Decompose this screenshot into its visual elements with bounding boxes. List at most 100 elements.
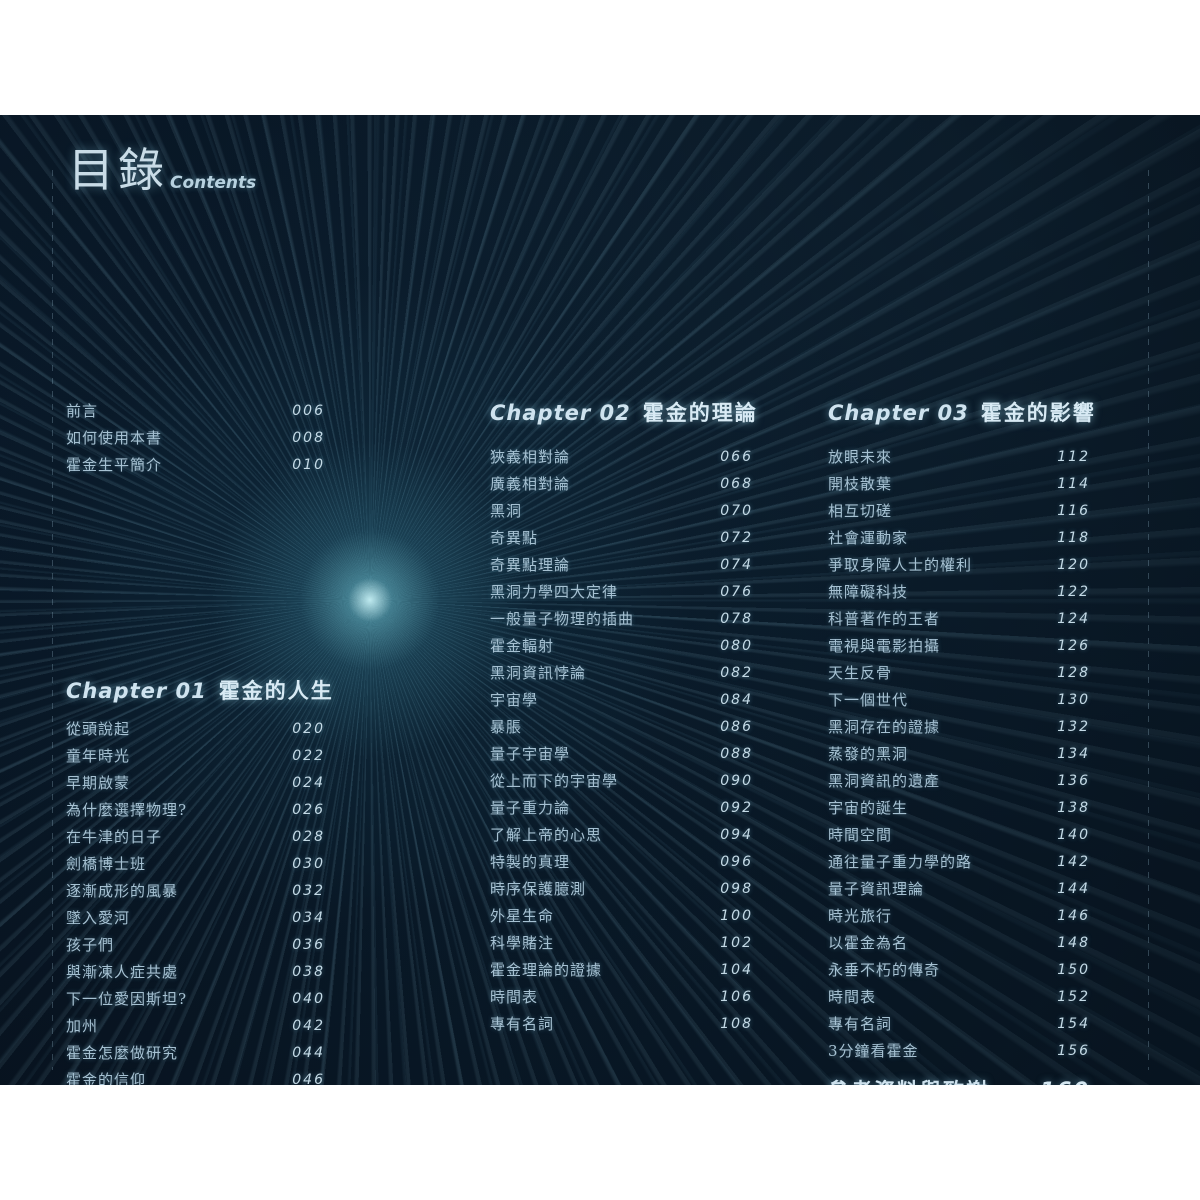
toc-item-title: 前言	[66, 402, 99, 420]
toc-item-title: 黑洞資訊的遺產	[828, 772, 941, 790]
toc-item-title: 下一位愛因斯坦?	[66, 990, 188, 1008]
toc-item-page-number: 078	[720, 610, 753, 627]
toc-item: 宇宙的誕生 138	[828, 794, 1090, 821]
toc-item-title: 霍金的信仰	[66, 1071, 147, 1085]
chapter-3-label-en: Chapter 03	[828, 401, 969, 425]
toc-item-title: 加州	[66, 1017, 99, 1035]
toc-item-page-number: 006	[292, 402, 325, 419]
toc-item: 量子資訊理論 144	[828, 875, 1090, 902]
toc-item: 專有名詞 108	[490, 1010, 753, 1037]
toc-item: 科學賭注 102	[490, 929, 753, 956]
front-matter-list: 前言 006 如何使用本書 008 霍金生平簡介 010	[66, 397, 325, 478]
toc-item-page-number: 076	[720, 583, 753, 600]
toc-item-page-number: 118	[1057, 529, 1090, 546]
toc-item-page-number: 090	[720, 772, 753, 789]
toc-item-title: 奇異點理論	[490, 556, 571, 574]
toc-item-title: 一般量子物理的插曲	[490, 610, 635, 628]
left-crop-mark	[52, 170, 53, 1070]
toc-item: 暴脹 086	[490, 713, 753, 740]
toc-item: 狹義相對論 066	[490, 443, 753, 470]
toc-item: 從頭說起 020	[66, 715, 325, 742]
toc-item-title: 專有名詞	[490, 1015, 555, 1033]
toc-item-page-number: 086	[720, 718, 753, 735]
toc-item: 無障礙科技 122	[828, 578, 1090, 605]
toc-item-page-number: 102	[720, 934, 753, 951]
toc-item: 早期啟蒙 024	[66, 769, 325, 796]
toc-item: 霍金生平簡介 010	[66, 451, 325, 478]
toc-item: 電視與電影拍攝 126	[828, 632, 1090, 659]
toc-item-title: 永垂不朽的傳奇	[828, 961, 941, 979]
right-crop-mark	[1148, 170, 1149, 1070]
page-title-cjk: 目錄	[68, 143, 168, 197]
toc-item-title: 霍金輻射	[490, 637, 555, 655]
toc-item-page-number: 080	[720, 637, 753, 654]
toc-item-page-number: 026	[292, 801, 325, 818]
toc-item-title: 量子資訊理論	[828, 880, 925, 898]
toc-item-page-number: 040	[292, 990, 325, 1007]
toc-item-page-number: 154	[1057, 1015, 1090, 1032]
toc-item: 放眼未來 112	[828, 443, 1090, 470]
toc-item: 墜入愛河 034	[66, 904, 325, 931]
toc-item-title: 孩子們	[66, 936, 115, 954]
toc-item-page-number: 144	[1057, 880, 1090, 897]
toc-item-page-number: 122	[1057, 583, 1090, 600]
toc-item-page-number: 138	[1057, 799, 1090, 816]
toc-item-page-number: 134	[1057, 745, 1090, 762]
toc-item-title: 黑洞力學四大定律	[490, 583, 619, 601]
toc-item-title: 3分鐘看霍金	[828, 1042, 919, 1060]
toc-item-page-number: 106	[720, 988, 753, 1005]
chapter-1-list: 從頭說起 020 童年時光 022 早期啟蒙 024 為什麼選擇物理? 026 在牛津的日子 02…	[66, 715, 325, 1085]
toc-item: 與漸凍人症共處 038	[66, 958, 325, 985]
toc-item-title: 了解上帝的心思	[490, 826, 603, 844]
toc-item-title: 開枝散葉	[828, 475, 893, 493]
toc-item-title: 以霍金為名	[828, 934, 909, 952]
toc-item: 孩子們 036	[66, 931, 325, 958]
toc-item: 下一位愛因斯坦? 040	[66, 985, 325, 1012]
toc-item-title: 霍金生平簡介	[66, 456, 163, 474]
toc-item-page-number: 036	[292, 936, 325, 953]
toc-item-title: 相互切磋	[828, 502, 893, 520]
toc-item-page-number: 022	[292, 747, 325, 764]
toc-item-title: 科學賭注	[490, 934, 555, 952]
toc-item-title: 狹義相對論	[490, 448, 571, 466]
toc-item-title: 黑洞	[490, 502, 523, 520]
toc-item: 時間表 152	[828, 983, 1090, 1010]
toc-item: 霍金理論的證據 104	[490, 956, 753, 983]
toc-item-title: 黑洞資訊悖論	[490, 664, 587, 682]
toc-item-page-number: 020	[292, 720, 325, 737]
toc-item-title: 量子宇宙學	[490, 745, 571, 763]
toc-item: 霍金輻射 080	[490, 632, 753, 659]
back-matter-row: 參考資料與致謝 160	[828, 1075, 1090, 1085]
toc-item: 童年時光 022	[66, 742, 325, 769]
toc-item-page-number: 088	[720, 745, 753, 762]
toc-item: 宇宙學 084	[490, 686, 753, 713]
toc-item-page-number: 030	[292, 855, 325, 872]
chapter-2-label-cjk: 霍金的理論	[642, 400, 758, 425]
toc-item-page-number: 136	[1057, 772, 1090, 789]
toc-item-page-number: 140	[1057, 826, 1090, 843]
toc-item-page-number: 100	[720, 907, 753, 924]
toc-item-page-number: 042	[292, 1017, 325, 1034]
toc-item-title: 專有名詞	[828, 1015, 893, 1033]
toc-item: 黑洞存在的證據 132	[828, 713, 1090, 740]
toc-item-title: 時間表	[490, 988, 539, 1006]
toc-item-page-number: 028	[292, 828, 325, 845]
toc-item-title: 外星生命	[490, 907, 555, 925]
toc-item-page-number: 084	[720, 691, 753, 708]
toc-item-title: 在牛津的日子	[66, 828, 163, 846]
toc-item-page-number: 126	[1057, 637, 1090, 654]
chapter-2-list: 狹義相對論 066 廣義相對論 068 黑洞 070 奇異點 072 奇異點理論 074 黑洞力學四…	[490, 443, 753, 1037]
toc-item-page-number: 146	[1057, 907, 1090, 924]
toc-item-title: 科普著作的王者	[828, 610, 941, 628]
toc-item-title: 逐漸成形的風暴	[66, 882, 179, 900]
toc-item-page-number: 116	[1057, 502, 1090, 519]
back-matter-title: 參考資料與致謝	[828, 1075, 989, 1085]
toc-item-page-number: 120	[1057, 556, 1090, 573]
toc-item: 加州 042	[66, 1012, 325, 1039]
toc-item: 時間空間 140	[828, 821, 1090, 848]
toc-item: 社會運動家 118	[828, 524, 1090, 551]
toc-item-title: 社會運動家	[828, 529, 909, 547]
toc-item-page-number: 046	[292, 1071, 325, 1086]
toc-item: 奇異點 072	[490, 524, 753, 551]
